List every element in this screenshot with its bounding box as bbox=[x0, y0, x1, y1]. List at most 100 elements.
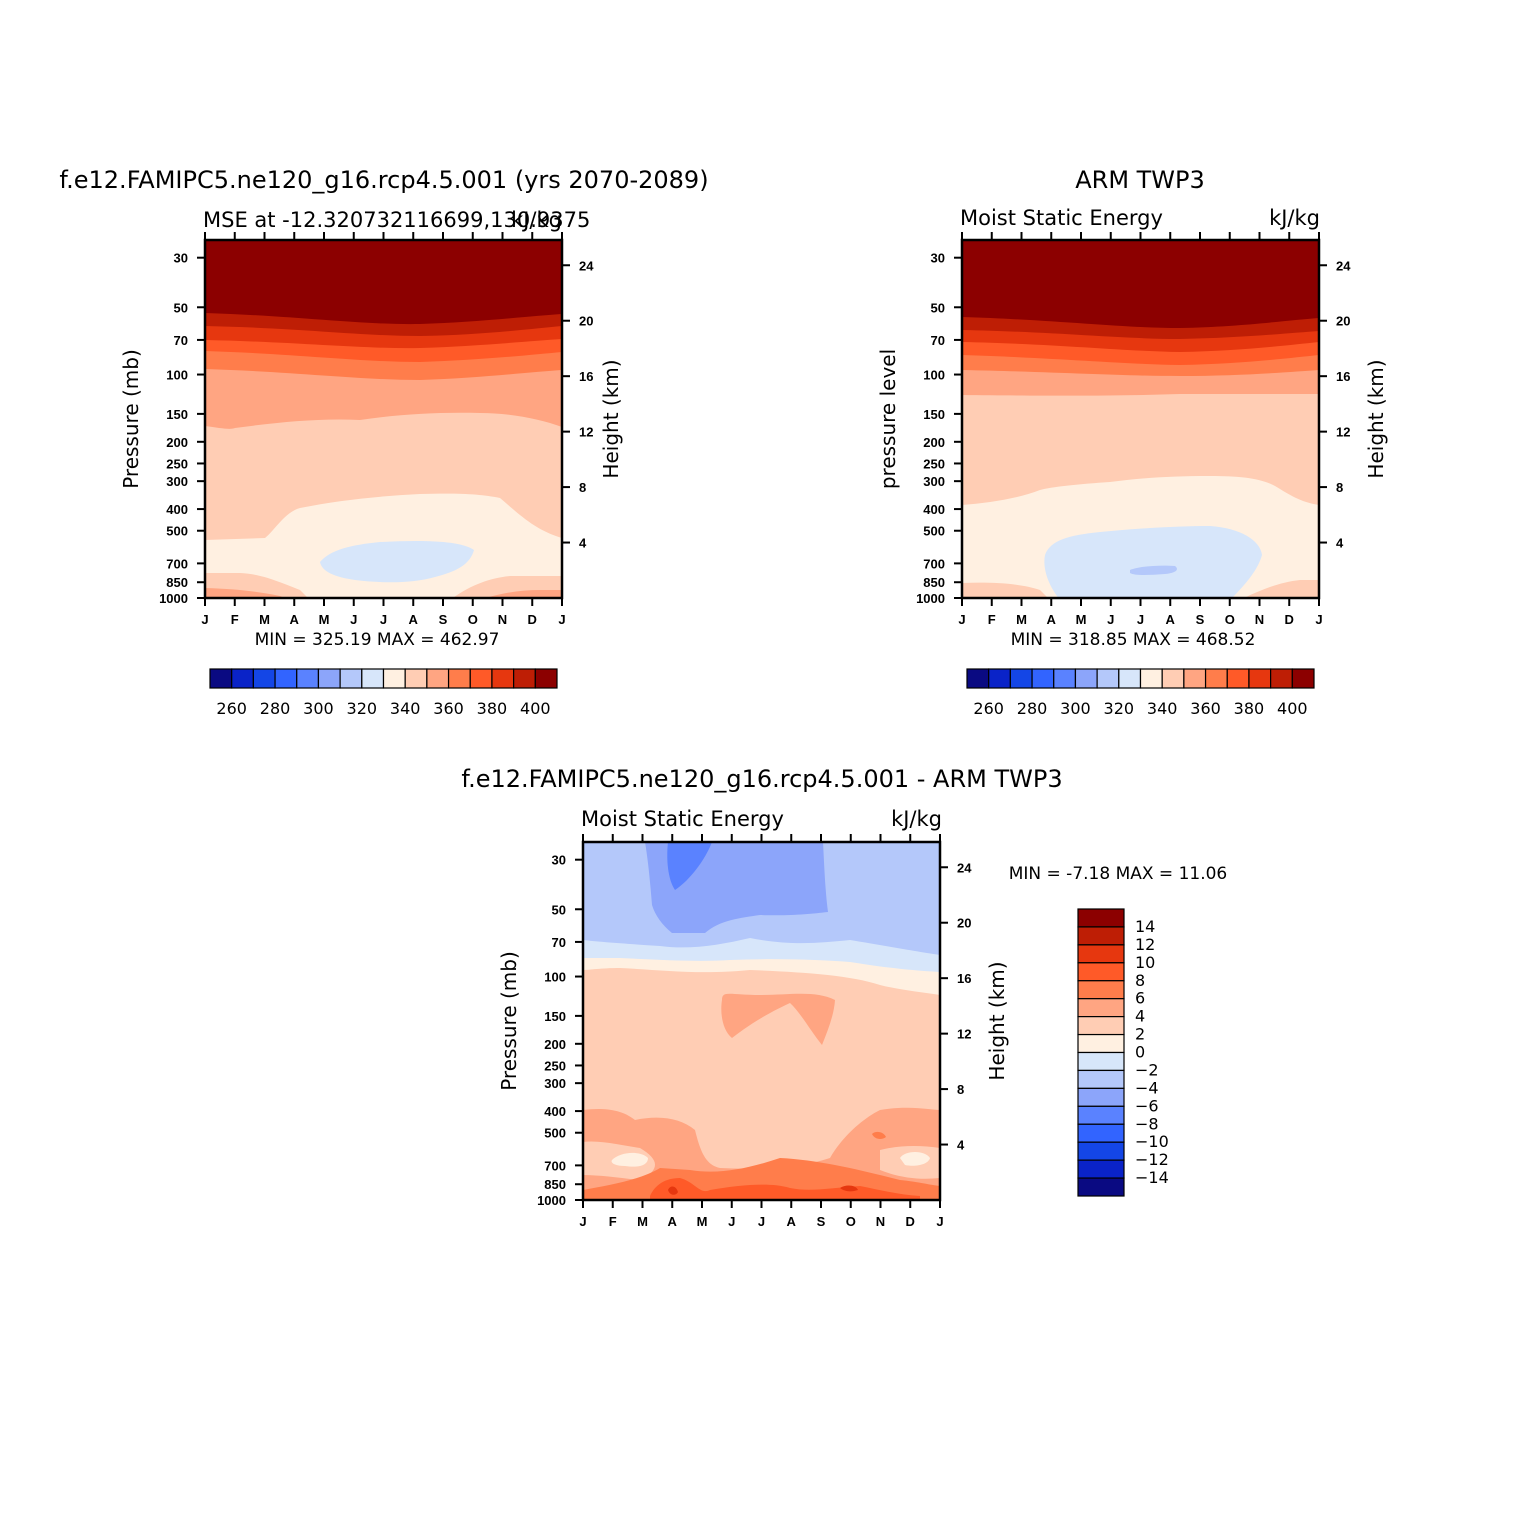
colorbar-label: 260 bbox=[973, 699, 1004, 718]
panel1-colorbar: 260 280 300 320 340 360 380 400 bbox=[209, 668, 558, 718]
colorbar-label: 4 bbox=[1135, 1007, 1145, 1026]
y-right-tick-label: 20 bbox=[957, 916, 971, 931]
x-tick-label: M bbox=[1076, 612, 1087, 627]
panel2-left-string: Moist Static Energy bbox=[960, 206, 1163, 230]
y-tick-label: 400 bbox=[923, 502, 945, 517]
colorbar-label: 0 bbox=[1135, 1043, 1145, 1062]
colorbar-label: 360 bbox=[433, 699, 464, 718]
colorbar-box bbox=[1077, 1069, 1125, 1089]
x-tick-label: M bbox=[1016, 612, 1027, 627]
y-tick-label: 500 bbox=[166, 524, 188, 539]
colorbar-label: 280 bbox=[1017, 699, 1048, 718]
panel3-minmax: MIN = -7.18 MAX = 11.06 bbox=[1009, 864, 1228, 884]
y-tick-label: 850 bbox=[166, 575, 188, 590]
colorbar-box bbox=[1009, 668, 1033, 689]
x-tick-label: J bbox=[728, 1214, 735, 1229]
colorbar-box bbox=[296, 668, 320, 689]
x-tick-label: J bbox=[936, 1214, 943, 1229]
panel2-minmax: MIN = 318.85 MAX = 468.52 bbox=[1011, 630, 1256, 650]
panel1-right-string: kJ/kg bbox=[511, 208, 562, 232]
y-right-tick-label: 8 bbox=[957, 1082, 964, 1097]
mse-band-low-340 bbox=[205, 573, 562, 598]
y-tick-label: 200 bbox=[923, 435, 945, 450]
y-tick-label: 50 bbox=[552, 902, 566, 917]
x-tick-label: N bbox=[1255, 612, 1264, 627]
x-tick-label: M bbox=[697, 1214, 708, 1229]
colorbar-box bbox=[1161, 668, 1185, 689]
colorbar-box bbox=[447, 668, 471, 689]
x-tick-label: J bbox=[380, 612, 387, 627]
x-tick-label: O bbox=[468, 612, 478, 627]
diff-band-neg6-neg4-topright bbox=[846, 842, 940, 915]
colorbar-box bbox=[361, 668, 385, 689]
colorbar-label: 400 bbox=[1277, 699, 1308, 718]
panel-diff: f.e12.FAMIPC5.ne120_g16.rcp4.5.001 - ARM… bbox=[461, 765, 1227, 1229]
x-tick-label: S bbox=[817, 1214, 826, 1229]
y-tick-label: 200 bbox=[166, 435, 188, 450]
x-tick-label: S bbox=[1196, 612, 1205, 627]
y-right-tick-label: 16 bbox=[1336, 369, 1350, 384]
colorbar-box bbox=[1183, 668, 1207, 689]
x-tick-label: N bbox=[498, 612, 507, 627]
y-right-tick-label: 24 bbox=[579, 258, 594, 273]
colorbar-box bbox=[1077, 1123, 1125, 1143]
x-tick-label: J bbox=[758, 1214, 765, 1229]
x-tick-label: N bbox=[876, 1214, 885, 1229]
colorbar-box bbox=[426, 668, 450, 689]
panel1-minmax: MIN = 325.19 MAX = 462.97 bbox=[255, 630, 500, 650]
x-tick-label: A bbox=[1047, 612, 1057, 627]
colorbar-box bbox=[966, 668, 990, 689]
y-tick-label: 30 bbox=[174, 251, 188, 266]
y-tick-label: 150 bbox=[166, 407, 188, 422]
colorbar-box bbox=[1291, 668, 1315, 689]
y-right-tick-label: 24 bbox=[1336, 258, 1351, 273]
colorbar-label: 14 bbox=[1135, 917, 1155, 936]
diff-band-4-6-upper bbox=[721, 993, 835, 1045]
x-tick-label: D bbox=[1285, 612, 1294, 627]
colorbar-label: 12 bbox=[1135, 935, 1155, 954]
panel2-axes: J F M A M J J A S O N D J 30 50 70 100 150 200 250 300 400 500… bbox=[916, 232, 1351, 627]
y-tick-label: 700 bbox=[923, 556, 945, 571]
y-tick-label: 50 bbox=[931, 300, 945, 315]
y-tick-label: 500 bbox=[923, 524, 945, 539]
panel3-contour-field bbox=[583, 842, 940, 1200]
y-tick-label: 150 bbox=[923, 407, 945, 422]
colorbar-box bbox=[1077, 980, 1125, 1000]
colorbar-label: 280 bbox=[260, 699, 291, 718]
colorbar-box bbox=[1077, 1141, 1125, 1161]
y-right-tick-label: 16 bbox=[579, 369, 593, 384]
y-tick-label: 300 bbox=[544, 1076, 566, 1091]
panel2-ylabel: pressure level bbox=[876, 349, 900, 489]
y-tick-label: 100 bbox=[166, 368, 188, 383]
y-tick-label: 300 bbox=[923, 474, 945, 489]
y-tick-label: 700 bbox=[166, 556, 188, 571]
y-tick-label: 700 bbox=[544, 1158, 566, 1173]
colorbar-label: 320 bbox=[1104, 699, 1135, 718]
y-right-tick-label: 16 bbox=[957, 971, 971, 986]
colorbar-box bbox=[339, 668, 363, 689]
colorbar-label: 10 bbox=[1135, 953, 1155, 972]
panel3-title: f.e12.FAMIPC5.ne120_g16.rcp4.5.001 - ARM… bbox=[461, 765, 1062, 793]
colorbar-box bbox=[534, 668, 558, 689]
y-right-tick-label: 4 bbox=[1336, 536, 1344, 551]
panel3-left-string: Moist Static Energy bbox=[581, 807, 784, 831]
y-tick-label: 100 bbox=[544, 970, 566, 985]
panel3-ylabel: Pressure (mb) bbox=[497, 951, 521, 1091]
x-tick-label: A bbox=[787, 1214, 797, 1229]
colorbar-box bbox=[491, 668, 515, 689]
x-tick-label: F bbox=[609, 1214, 617, 1229]
colorbar-box bbox=[1139, 668, 1163, 689]
colorbar-box bbox=[1204, 668, 1228, 689]
panel-model: f.e12.FAMIPC5.ne120_g16.rcp4.5.001 (yrs … bbox=[59, 166, 708, 718]
panel1-axes: J F M A M J J A S O N D J 30 50 70 100 150 200 250 300 400 500… bbox=[159, 232, 594, 627]
x-tick-label: J bbox=[558, 612, 565, 627]
x-tick-label: A bbox=[1166, 612, 1176, 627]
y-tick-label: 70 bbox=[931, 333, 945, 348]
colorbar-box bbox=[1118, 668, 1142, 689]
colorbar-label: 340 bbox=[390, 699, 421, 718]
colorbar-box bbox=[1077, 1087, 1125, 1107]
x-tick-label: O bbox=[846, 1214, 856, 1229]
colorbar-box bbox=[1248, 668, 1272, 689]
